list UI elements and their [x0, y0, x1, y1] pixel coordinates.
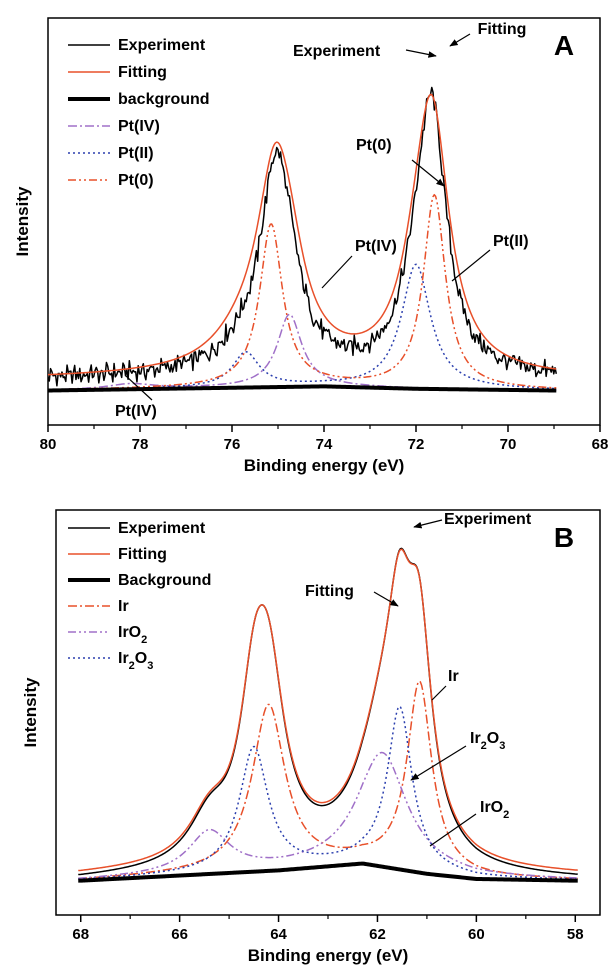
- panel-A: 80 78 76 74 72 70 68 Binding energy (eV) Intensi…: [13, 17, 609, 475]
- x-axis-label: Binding energy (eV): [248, 946, 409, 965]
- legend: Experiment Fitting background Pt(IV) Pt(II) P…: [68, 37, 210, 189]
- plot-area: [48, 86, 558, 393]
- x-axis-label: Binding energy (eV): [244, 456, 405, 475]
- legend-label: Pt(II): [118, 145, 154, 162]
- annotation-label: Pt(IV): [355, 238, 397, 255]
- panel-B: 68 66 64 62 60 58 Binding energy (eV) Intensity…: [21, 509, 601, 965]
- series-iro2: [78, 751, 578, 879]
- annotation-leader: [451, 249, 491, 282]
- annotations: Experiment Fitting Pt(0) Pt(IV) Pt(II) Pt(IV): [115, 21, 529, 420]
- annotation-leader: [125, 375, 153, 401]
- legend-label: Ir2O3: [118, 650, 153, 672]
- annotation-leader: [410, 745, 467, 781]
- legend-label: Fitting: [118, 64, 167, 81]
- x-tick-label: 74: [316, 436, 333, 453]
- series-background: [77, 861, 579, 883]
- annotations: Experiment Fitting Ir Ir2O3 IrO2: [305, 511, 532, 847]
- series-fitting: [48, 93, 557, 376]
- y-axis-label: Intensity: [13, 186, 32, 256]
- series-fitting: [78, 548, 578, 872]
- x-tick-label: 62: [369, 926, 386, 943]
- x-tick-label: 78: [132, 436, 149, 453]
- panel-letter: A: [554, 30, 574, 61]
- annotation-leader: [411, 159, 445, 187]
- annotation-label: Experiment: [444, 511, 532, 528]
- annotation-label: Experiment: [293, 43, 381, 60]
- annotation-leader: [321, 255, 353, 289]
- annotation-label: IrO2: [480, 799, 509, 821]
- x-tick-label: 72: [408, 436, 425, 453]
- annotation-leader: [429, 813, 477, 847]
- annotation-label: Ir2O3: [470, 730, 505, 752]
- x-tick-label: 76: [224, 436, 241, 453]
- x-tick-label: 80: [40, 436, 57, 453]
- series-pt-0-: [48, 193, 557, 391]
- series-background: [48, 384, 558, 393]
- legend-label: Background: [118, 572, 211, 589]
- annotation-label: Fitting: [305, 583, 354, 600]
- annotation-leader: [373, 591, 399, 607]
- legend-label: Experiment: [118, 37, 206, 54]
- panel-letter: B: [554, 522, 574, 553]
- plot-area: [77, 547, 579, 883]
- legend-label: Ir: [118, 598, 129, 615]
- legend-label: background: [118, 91, 210, 108]
- annotation-leader: [431, 685, 447, 701]
- x-tick-label: 70: [500, 436, 517, 453]
- legend-label: Fitting: [118, 546, 167, 563]
- annotation-leader: [413, 519, 443, 529]
- x-tick-label: 66: [171, 926, 188, 943]
- x-tick-label: 60: [468, 926, 485, 943]
- series-experiment: [48, 86, 558, 387]
- y-axis-label: Intensity: [21, 677, 40, 747]
- plot-frame: [55, 509, 601, 916]
- legend-label: IrO2: [118, 624, 147, 646]
- x-tick-label: 64: [270, 926, 287, 943]
- series-ir: [78, 680, 578, 880]
- x-tick-label: 68: [592, 436, 609, 453]
- series-experiment: [78, 547, 578, 876]
- x-tick-label: 68: [72, 926, 89, 943]
- series-pt-iv-: [48, 313, 557, 392]
- annotation-leader: [449, 33, 471, 47]
- legend-label: Pt(0): [118, 172, 154, 189]
- series-ir2o3: [78, 705, 578, 880]
- annotation-label: Pt(II): [493, 233, 529, 250]
- annotation-leader: [405, 49, 437, 58]
- annotation-label: Fitting: [478, 21, 527, 38]
- annotation-label: Pt(0): [356, 137, 392, 154]
- legend-label: Experiment: [118, 520, 206, 537]
- x-tick-label: 58: [567, 926, 584, 943]
- legend-label: Pt(IV): [118, 118, 160, 135]
- legend: Experiment Fitting Background Ir IrO2 Ir2O3: [68, 520, 211, 672]
- annotation-label: Pt(IV): [115, 403, 157, 420]
- annotation-label: Ir: [448, 668, 459, 685]
